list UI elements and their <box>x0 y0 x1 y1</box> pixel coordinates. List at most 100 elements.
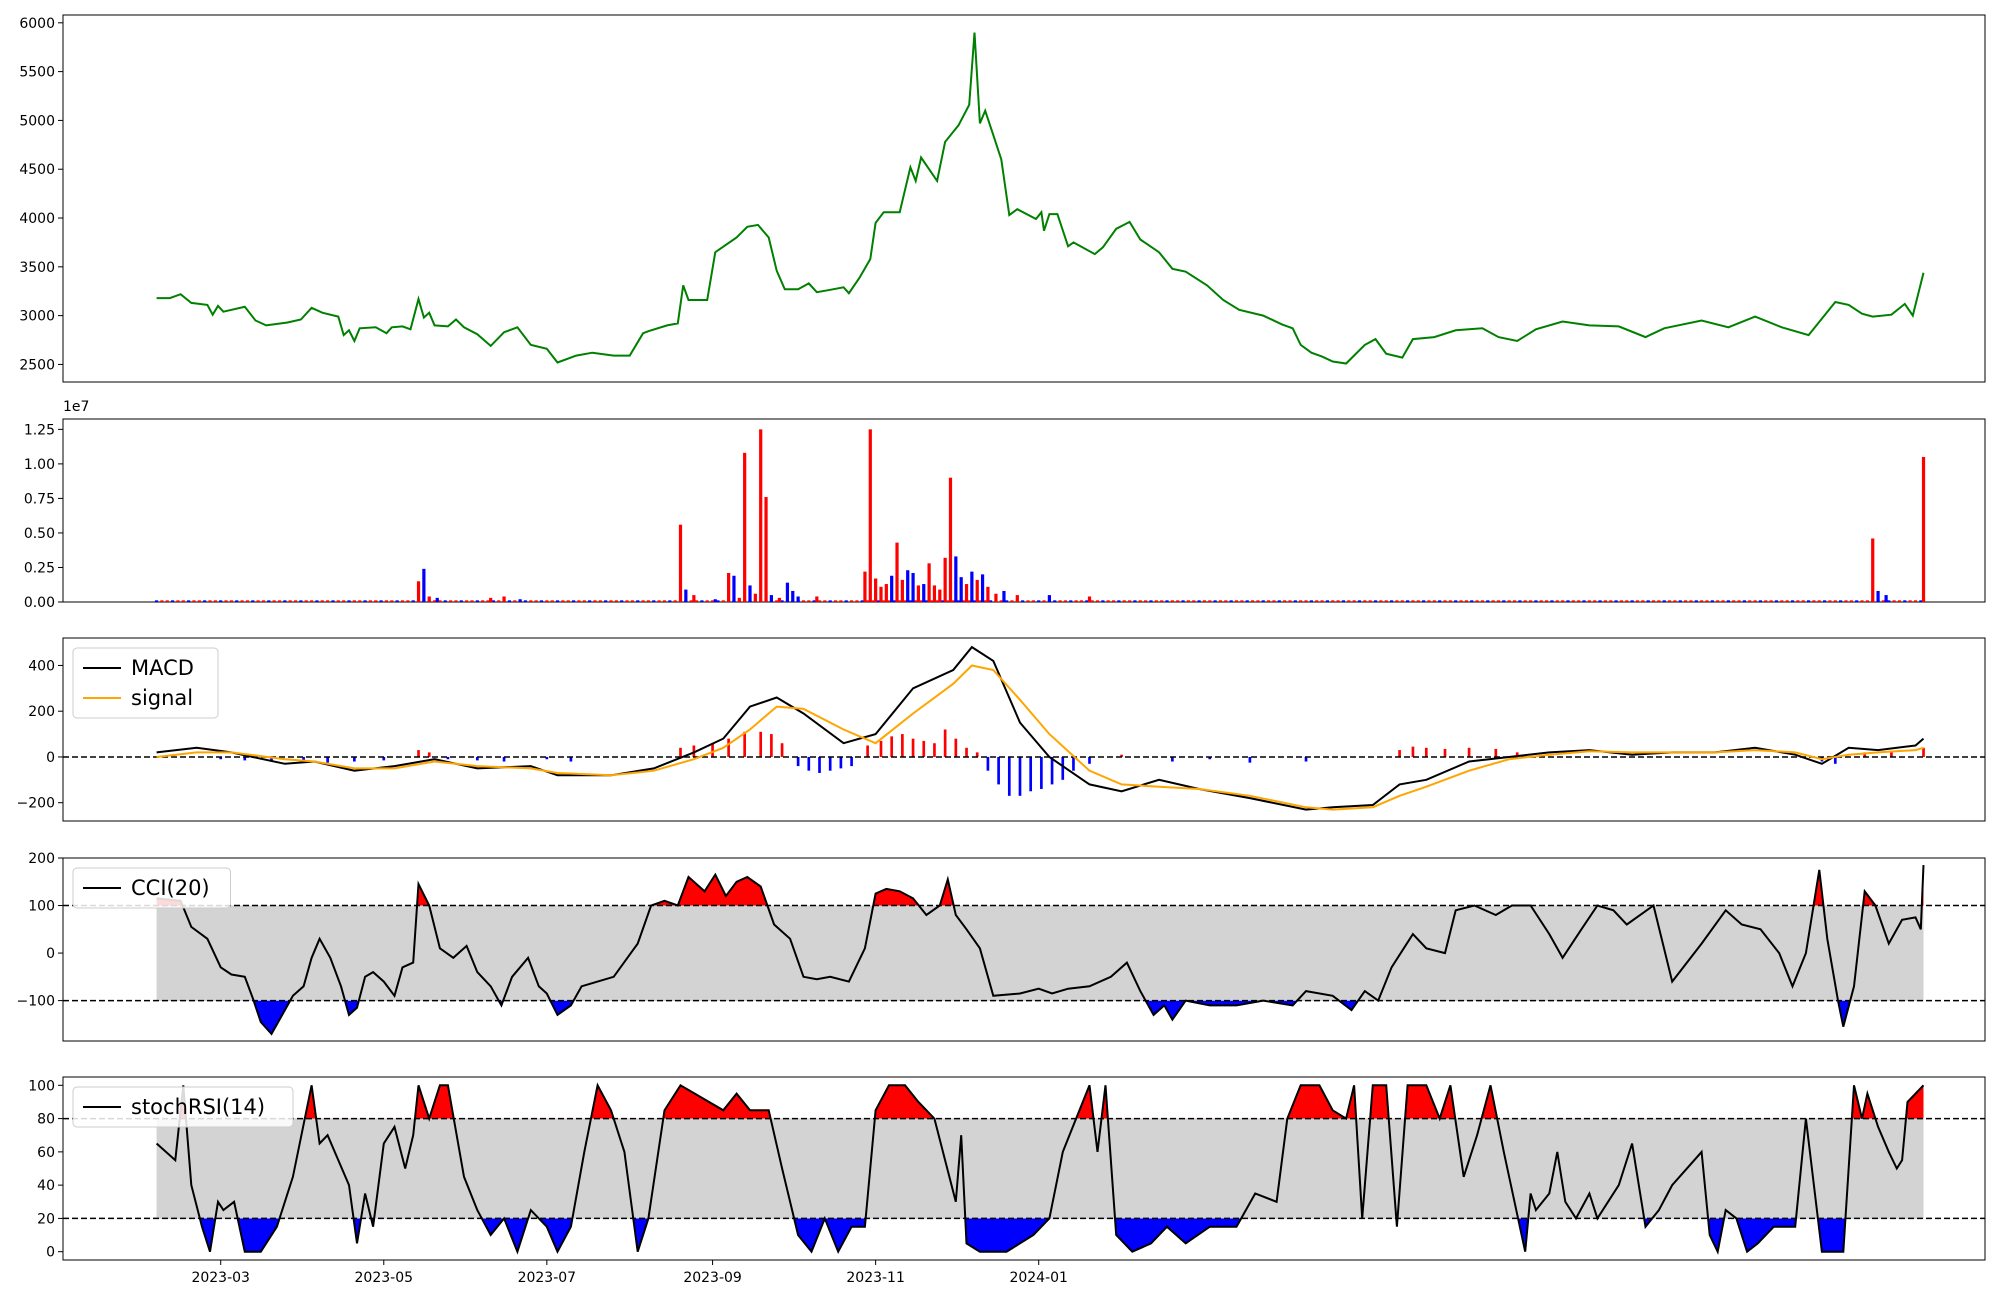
volume-bar <box>245 600 250 602</box>
volume-bar <box>539 600 544 602</box>
volume-bar <box>486 600 490 602</box>
volume-bar <box>986 586 990 602</box>
volume-bar <box>970 571 974 602</box>
volume-bar <box>1122 600 1126 602</box>
volume-bar <box>1181 600 1185 602</box>
macd-histogram-bar <box>1515 752 1519 757</box>
volume-bar <box>868 429 872 602</box>
macd-histogram-bar <box>818 756 821 773</box>
macd-histogram-bar <box>943 729 947 757</box>
macd-histogram-bar <box>997 756 1000 785</box>
volume-bar <box>1603 600 1608 602</box>
volume-bar <box>815 596 819 602</box>
volume-bar <box>1240 600 1244 602</box>
volume-bar <box>160 600 164 602</box>
volume-bar <box>1790 600 1795 602</box>
volume-bar <box>1528 600 1533 602</box>
macd-histogram-bar <box>476 756 479 761</box>
macd-histogram-bar <box>427 752 431 757</box>
volume-bar <box>1555 600 1559 602</box>
volume-bar <box>197 600 201 602</box>
volume-bar <box>1833 600 1837 602</box>
volume-bar <box>1416 600 1420 602</box>
volume-bar <box>598 600 602 602</box>
volume-bar <box>1299 600 1303 602</box>
volume-bar <box>497 600 501 602</box>
volume-bar <box>1486 600 1490 602</box>
volume-bar <box>1512 600 1517 602</box>
macd-histogram-bar <box>382 756 386 761</box>
volume-bar <box>443 600 447 602</box>
volume-bar <box>866 600 870 602</box>
price-line <box>156 32 1925 365</box>
volume-bar <box>689 600 693 602</box>
macd-histogram-bar <box>1007 756 1011 796</box>
volume-bar <box>1774 600 1779 602</box>
macd-histogram-bar <box>839 756 843 769</box>
volume-bar <box>1587 600 1591 602</box>
volume-bar <box>919 600 923 602</box>
y-tick-label: 5500 <box>19 65 55 81</box>
volume-bar <box>1496 600 1501 602</box>
volume-bar <box>331 600 335 602</box>
volume-bar <box>916 585 921 602</box>
volume-bar <box>470 600 474 602</box>
volume-bar <box>165 600 169 602</box>
volume-bar <box>1283 600 1287 602</box>
volume-bar <box>748 585 752 602</box>
volume-bar <box>176 600 180 602</box>
volume-bar <box>529 600 533 602</box>
volume-bar <box>716 600 720 602</box>
volume-bar <box>1315 600 1319 602</box>
macd-histogram-bar <box>545 756 549 760</box>
volume-bar <box>812 600 816 602</box>
volume-bar <box>1443 600 1447 602</box>
volume-bar <box>1748 600 1752 602</box>
volume-bar <box>1218 600 1223 602</box>
macd-histogram-bar <box>569 756 573 762</box>
volume-bar <box>1769 600 1773 602</box>
volume-bar <box>1261 600 1265 602</box>
volume-bar <box>465 600 469 602</box>
volume-bar <box>435 597 439 602</box>
volume-bar <box>1796 600 1800 602</box>
volume-bar <box>636 600 640 602</box>
volume-bar <box>502 596 506 602</box>
macd-histogram-bar <box>1467 747 1471 757</box>
volume-bar <box>935 600 939 602</box>
volume-bar <box>1582 600 1586 602</box>
y-tick-label: −100 <box>17 994 55 1010</box>
macd-histogram-bar <box>679 747 682 757</box>
volume-bar <box>368 600 373 602</box>
macd-histogram-bar <box>1050 756 1054 785</box>
macd-histogram-bar <box>780 743 784 757</box>
y-tick-label: 4500 <box>19 162 55 178</box>
macd-histogram-bar <box>975 752 979 757</box>
macd-histogram-bar <box>1922 747 1925 757</box>
volume-bar <box>1684 600 1688 602</box>
y-tick-label: 0 <box>46 946 55 962</box>
volume-bar <box>299 600 303 602</box>
volume-bar <box>898 600 902 602</box>
volume-bar <box>352 600 356 602</box>
volume-bar <box>1405 600 1410 602</box>
volume-bar <box>732 575 736 602</box>
volume-bar <box>1160 600 1164 602</box>
volume-bar <box>208 600 212 602</box>
volume-bar <box>791 590 795 602</box>
y-tick-label: 3000 <box>19 309 55 325</box>
y-tick-label: 2500 <box>19 357 55 373</box>
volume-bar <box>1801 600 1805 602</box>
macd-histogram-bar <box>770 734 773 757</box>
volume-bar <box>523 600 528 602</box>
macd-histogram-bar <box>446 756 450 760</box>
volume-bar <box>1245 600 1249 602</box>
volume-bar <box>192 600 196 602</box>
volume-bar <box>251 600 255 602</box>
volume-bar <box>1876 590 1880 602</box>
volume-bar <box>1400 600 1404 602</box>
macd-histogram-bar <box>502 756 506 762</box>
macd-histogram-bar <box>692 745 696 757</box>
volume-bar <box>900 579 904 602</box>
volume-bar <box>938 589 942 602</box>
